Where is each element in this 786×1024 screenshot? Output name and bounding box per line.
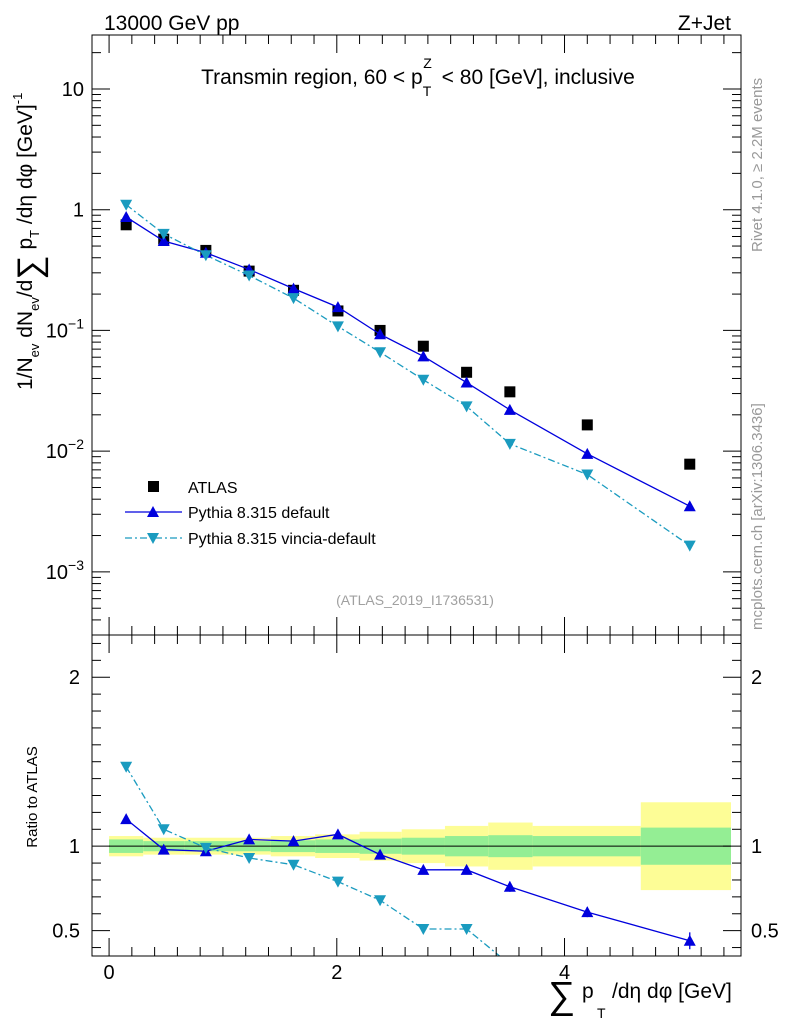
ratio-point-1-6 [374, 895, 387, 907]
header-left: 13000 GeV pp [104, 12, 239, 35]
ratio-ytick-label-right: 1 [751, 836, 762, 858]
main-ytick-label: 1 [73, 200, 84, 222]
main-ytick-label: 10−3 [46, 557, 84, 584]
ratio-point-0-7 [417, 863, 430, 875]
ratio-point-1-5 [331, 876, 344, 888]
main-point-1-7 [417, 350, 430, 362]
ratio-point-0-1 [157, 843, 170, 855]
xtick-label: 0 [104, 962, 115, 984]
legend-marker-pythia-vincia [147, 533, 159, 544]
main-point-1-0 [120, 211, 133, 223]
ratio-series-layer [120, 761, 696, 957]
main-point-0-8 [461, 366, 473, 378]
main-point-0-11 [684, 458, 696, 470]
main-point-1-1 [157, 235, 170, 247]
ratio-point-1-2 [199, 842, 212, 854]
main-point-2-8 [460, 401, 473, 413]
main-point-1-4 [287, 282, 300, 294]
main-point-2-10 [581, 469, 594, 481]
main-point-1-8 [460, 376, 473, 388]
main-point-2-0 [120, 199, 133, 211]
main-point-1-10 [581, 447, 594, 459]
main-point-0-0 [120, 219, 132, 231]
main-point-2-2 [199, 250, 212, 262]
main-point-2-11 [683, 540, 696, 552]
legend-entry-pythia-default: Pythia 8.315 default [125, 505, 330, 522]
ratio-point-0-10 [581, 906, 594, 918]
legend-marker-pythia-default [147, 506, 159, 517]
main-line-2 [125, 204, 691, 547]
main-point-0-9 [504, 386, 516, 398]
ratio-point-1-7 [417, 923, 430, 935]
main-point-2-3 [243, 270, 256, 282]
svg-text:T: T [597, 1005, 606, 1021]
legend-entry-atlas: ATLAS [148, 480, 238, 497]
legend-label-pythia-vincia: Pythia 8.315 vincia-default [188, 531, 376, 548]
svg-text:∑: ∑ [548, 975, 575, 1017]
ratio-point-0-3 [243, 833, 256, 845]
ratio-point-1-4 [287, 859, 300, 871]
legend-marker-atlas [148, 481, 159, 492]
ratio-point-0-0 [120, 813, 133, 825]
ratio-line-1 [125, 766, 500, 957]
xtick-label: 4 [559, 962, 570, 984]
main-point-1-6 [374, 328, 387, 340]
ratio-point-0-5 [331, 828, 344, 840]
ratio-y-axis-label: Ratio to ATLAS [24, 746, 41, 847]
xtick-label: 2 [331, 962, 342, 984]
analysis-watermark: (ATLAS_2019_I1736531) [336, 592, 494, 608]
ratio-point-0-4 [287, 835, 300, 847]
main-ytick-label: 10 [62, 79, 84, 101]
main-point-1-11 [683, 500, 696, 512]
ratio-point-0-6 [374, 848, 387, 860]
ratio-ytick-label-right: 0.5 [751, 921, 779, 943]
legend-label-atlas: ATLAS [188, 480, 238, 497]
svg-text:p: p [582, 980, 594, 1003]
ratio-frame [91, 634, 742, 957]
main-point-2-1 [157, 228, 170, 240]
ratio-ytick-label: 0.5 [52, 921, 80, 943]
main-point-2-6 [374, 347, 387, 359]
main-ytick-label: 10−1 [46, 315, 84, 342]
main-point-0-10 [581, 419, 593, 431]
ratio-point-1-0 [120, 761, 133, 773]
main-series-layer [120, 199, 696, 552]
main-ytick-label: 10−2 [46, 436, 84, 463]
ratio-line-0 [125, 818, 690, 942]
svg-text:1/Nev dNev/d∑ pT /dη dφ [GeV]: 1/Nev dNev/d∑ pT /dη dφ [GeV]-1 [10, 93, 49, 390]
main-title: Transmin region, 60 < pTZ < 80 [GeV], in… [201, 55, 635, 99]
legend-label-pythia-default: Pythia 8.315 default [188, 505, 330, 522]
main-point-1-9 [503, 403, 516, 415]
mcplots-label: mcplots.cern.ch [arXiv:1306.3436] [749, 403, 766, 630]
svg-text:/dη dφ [GeV]: /dη dφ [GeV] [612, 980, 732, 1003]
main-y-axis-label: 1/Nev dNev/d∑ pT /dη dφ [GeV]-1 [10, 93, 49, 390]
legend: ATLAS Pythia 8.315 default Pythia 8.315 … [125, 480, 376, 548]
main-point-2-5 [331, 321, 344, 333]
ratio-point-0-9 [503, 880, 516, 892]
axes-layer: 10−3 10−2 10−1 1 10 0 2 4 0.5 0.5 1 1 2 2 [46, 34, 779, 984]
ratio-point-1-3 [243, 853, 256, 865]
main-point-1-5 [331, 301, 344, 313]
x-axis-label: ∑ p T /dη dφ [GeV] [548, 975, 732, 1021]
main-point-2-9 [503, 438, 516, 450]
ratio-point-0-11 [683, 934, 696, 946]
main-point-0-7 [417, 340, 429, 352]
ratio-ytick-label-right: 2 [751, 667, 762, 689]
ratio-ytick-label: 1 [69, 836, 80, 858]
header-right: Z+Jet [678, 12, 731, 35]
rivet-label: Rivet 4.1.0, ≥ 2.2M events [749, 78, 766, 252]
ratio-point-0-8 [460, 863, 473, 875]
main-line-1 [125, 216, 691, 507]
ratio-point-1-8 [460, 923, 473, 935]
main-point-2-4 [287, 293, 300, 305]
ratio-ytick-label: 2 [69, 667, 80, 689]
legend-entry-pythia-vincia: Pythia 8.315 vincia-default [125, 531, 376, 548]
ratio-point-1-1 [157, 824, 170, 836]
main-point-2-7 [417, 374, 430, 386]
